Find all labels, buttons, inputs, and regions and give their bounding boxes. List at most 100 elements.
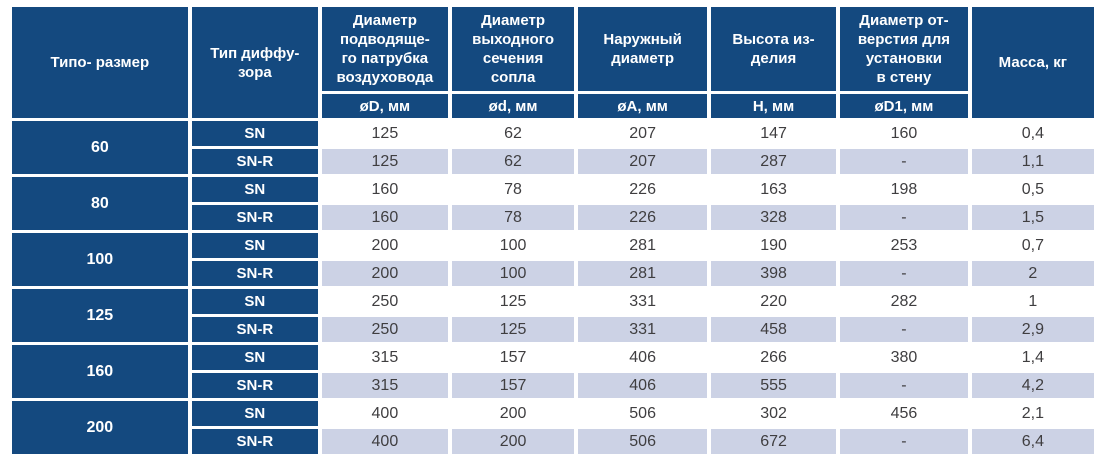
value-cell: 226 [578,205,707,230]
value-cell: 406 [578,345,707,370]
spec-table: Типо- размер Тип диффу- зора Диаметр под… [8,4,1098,457]
header-row-main: Типо- размер Тип диффу- зора Диаметр под… [12,7,1094,118]
table-row: SN-R 315 157 406 555-4,2 [12,373,1094,398]
header-inlet-duct-diameter: Диаметр подводяще- го патрубка воздухово… [322,7,448,91]
value-cell: 4,2 [971,373,1094,398]
value-cell: 125 [451,317,575,342]
unit-nozzle-diameter: ød, мм [451,94,575,118]
header-row-units: øD, мм ød, мм øA, мм Н, мм øD1, мм [12,94,1094,118]
header-product-height: Высота из- делия [710,7,837,91]
value-cell: 253 [840,233,968,258]
value-cell: 220 [710,289,837,314]
table-row: SN-R 250 125 331 458-2,9 [12,317,1094,342]
table-header: Типо- размер Тип диффу- зора Диаметр под… [12,7,1094,118]
value-cell: 331 [578,289,707,314]
type-cell: SN [191,401,318,426]
value-cell: 0,7 [971,233,1094,258]
unit-inlet-diameter: øD, мм [322,94,448,118]
value-cell: 506 [578,401,707,426]
header-nozzle-outlet-diameter: Диаметр выходного сечения сопла [451,7,575,91]
type-cell: SN-R [191,205,318,230]
value-cell: - [840,261,968,286]
value-cell: 2 [971,261,1094,286]
table-row: SN-R 125 62 207 287-1,1 [12,149,1094,174]
table-row: 80 SN 160 78 226 163 198 0,5 [12,177,1094,230]
size-cell: 60 [12,121,188,174]
value-cell: 281 [578,261,707,286]
value-cell: 331 [578,317,707,342]
value-cell: 147 [710,121,837,146]
value-cell: 200 [322,233,448,258]
table-row: 100 SN 200 100 281 190 253 0,7 [12,233,1094,286]
value-cell: 250 [322,317,448,342]
value-cell: - [840,429,968,454]
value-cell: 200 [322,261,448,286]
value-cell: 555 [710,373,837,398]
value-cell: 1,5 [971,205,1094,230]
value-cell: 456 [840,401,968,426]
value-cell: 157 [451,373,575,398]
table-row: 125 SN 250 125 331 220 282 1 [12,289,1094,342]
type-cell: SN [191,233,318,258]
value-cell: 2,1 [971,401,1094,426]
type-cell: SN-R [191,373,318,398]
type-cell: SN-R [191,149,318,174]
value-cell: 0,5 [971,177,1094,202]
value-cell: 1 [971,289,1094,314]
value-cell: 380 [840,345,968,370]
value-cell: 2,9 [971,317,1094,342]
value-cell: 62 [451,121,575,146]
value-cell: 1,1 [971,149,1094,174]
value-cell: 200 [451,401,575,426]
value-cell: 100 [451,233,575,258]
value-cell: 160 [322,177,448,202]
value-cell: 125 [322,149,448,174]
table-row: 160 SN 315 157 406 266 380 1,4 [12,345,1094,398]
value-cell: 672 [710,429,837,454]
header-mass: Масса, кг [971,7,1094,118]
value-cell: 398 [710,261,837,286]
size-cell: 100 [12,233,188,286]
value-cell: 400 [322,401,448,426]
value-cell: 125 [451,289,575,314]
value-cell: - [840,317,968,342]
value-cell: 281 [578,233,707,258]
value-cell: 0,4 [971,121,1094,146]
type-cell: SN [191,177,318,202]
type-cell: SN [191,121,318,146]
value-cell: 458 [710,317,837,342]
header-wall-hole-diameter: Диаметр от- верстия для установки в стен… [840,7,968,91]
value-cell: 78 [451,177,575,202]
unit-height: Н, мм [710,94,837,118]
value-cell: 6,4 [971,429,1094,454]
value-cell: - [840,373,968,398]
value-cell: 207 [578,149,707,174]
value-cell: 125 [322,121,448,146]
value-cell: - [840,205,968,230]
value-cell: 62 [451,149,575,174]
table-row: 60 SN 125 62 207 147 160 0,4 [12,121,1094,174]
table-row: SN-R 400 200 506 672-6,4 [12,429,1094,454]
type-cell: SN [191,289,318,314]
type-cell: SN-R [191,261,318,286]
table-row: SN-R 160 78 226 328-1,5 [12,205,1094,230]
table-row: SN-R 200 100 281 398-2 [12,261,1094,286]
value-cell: 78 [451,205,575,230]
type-cell: SN-R [191,429,318,454]
value-cell: 160 [322,205,448,230]
value-cell: 226 [578,177,707,202]
value-cell: 328 [710,205,837,230]
value-cell: 250 [322,289,448,314]
spec-table-body: 60 SN 125 62 207 147 160 0,4 SN-R 125 62 207 287-1,1… [12,121,1094,454]
header-outer-diameter: Наружный диаметр [578,7,707,91]
value-cell: 282 [840,289,968,314]
size-cell: 200 [12,401,188,454]
value-cell: 100 [451,261,575,286]
value-cell: 200 [451,429,575,454]
header-diffuser-type: Тип диффу- зора [191,7,318,118]
header-size: Типо- размер [12,7,188,118]
value-cell: 287 [710,149,837,174]
value-cell: 198 [840,177,968,202]
value-cell: - [840,149,968,174]
table-row: 200 SN 400 200 506 302 456 2,1 [12,401,1094,454]
